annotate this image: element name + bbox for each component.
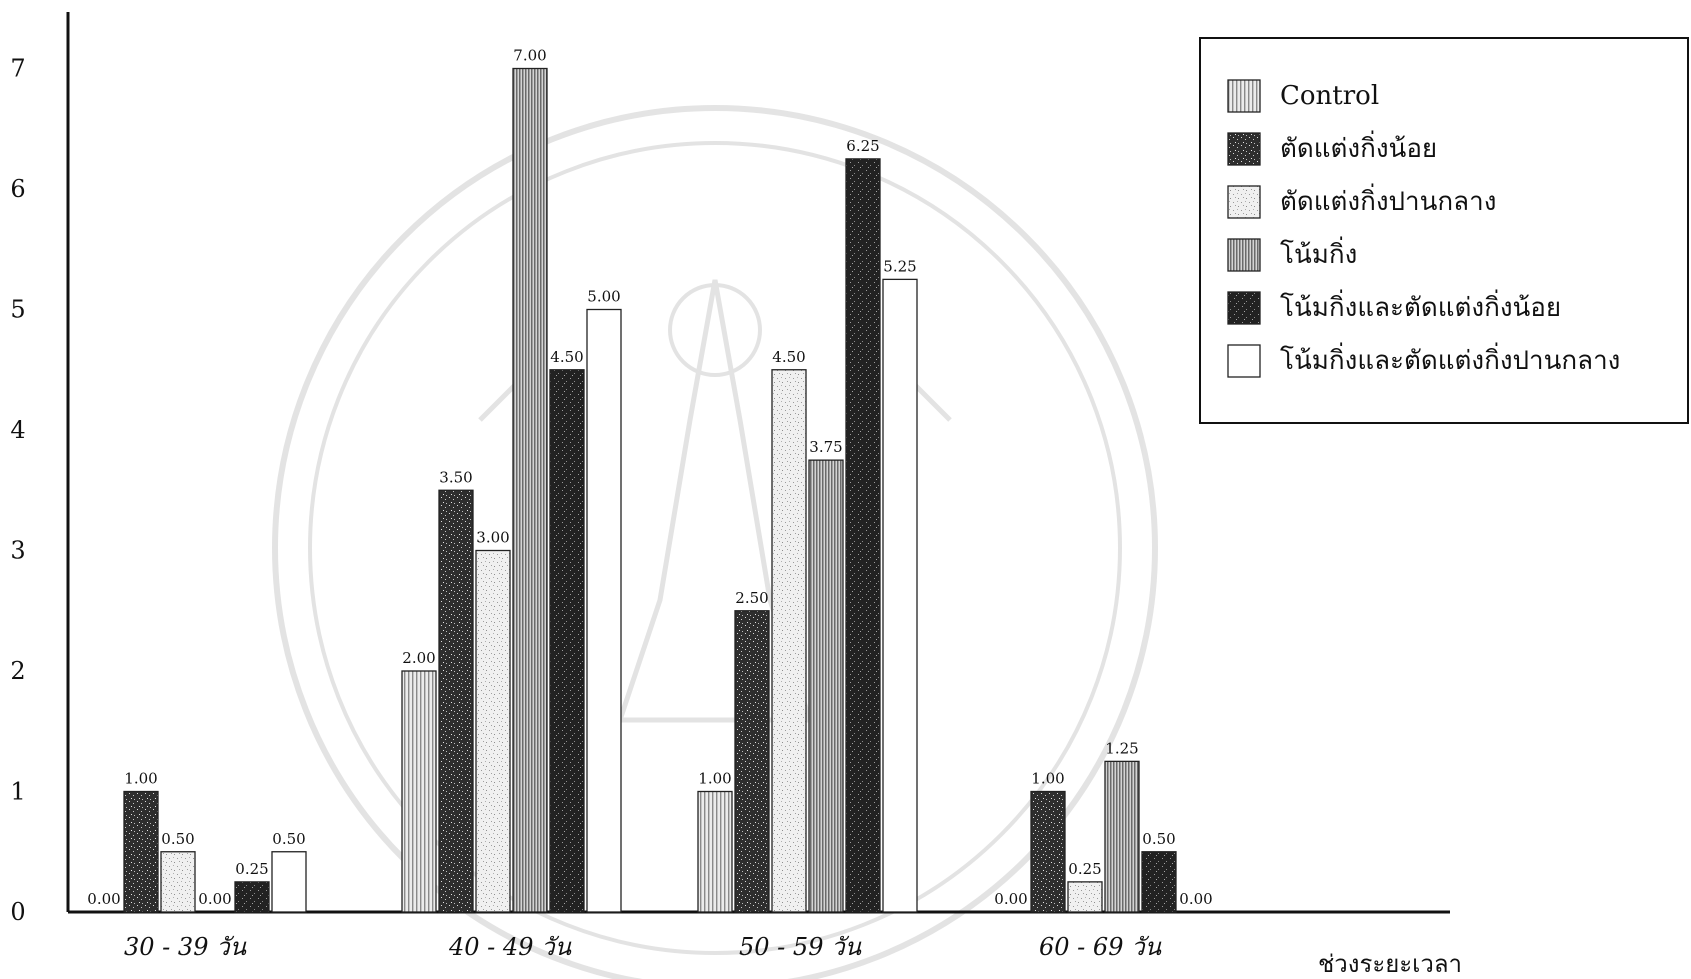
bar	[845, 158, 881, 913]
legend-box	[1199, 37, 1689, 424]
y-tick-label: 3	[10, 537, 25, 565]
bar-value-label: 0.00	[1179, 890, 1212, 908]
legend-swatch	[1227, 291, 1261, 325]
bar-value-label: 5.00	[587, 288, 620, 306]
legend-swatch	[1227, 185, 1261, 219]
bar-value-label: 2.00	[402, 649, 435, 667]
bar-value-label: 5.25	[883, 257, 916, 275]
legend-swatch	[1227, 238, 1261, 272]
bar-value-label: 0.25	[235, 860, 268, 878]
bar-value-label: 3.50	[439, 468, 472, 486]
bar-value-label: 0.50	[272, 830, 305, 848]
bar	[882, 278, 918, 913]
category-label: 40 - 49 วัน	[448, 933, 572, 961]
bar-value-label: 0.50	[161, 830, 194, 848]
y-tick-label: 4	[10, 416, 25, 444]
bar-value-label: 1.00	[698, 770, 731, 788]
legend-label: โน้มกิ่งและตัดแต่งกิ่งน้อย	[1280, 289, 1561, 323]
y-tick-label: 5	[10, 296, 25, 324]
legend-label: โน้มกิ่ง	[1280, 236, 1357, 270]
bar	[1141, 851, 1177, 913]
bar	[512, 67, 548, 913]
bar-value-label: 3.75	[809, 438, 842, 456]
bar	[771, 369, 807, 913]
legend-label: ตัดแต่งกิ่งปานกลาง	[1280, 183, 1496, 217]
bar-value-label: 0.00	[198, 890, 231, 908]
bar-value-label: 2.50	[735, 589, 768, 607]
y-tick-label: 7	[10, 55, 25, 83]
bar	[734, 610, 770, 913]
legend-label: Control	[1280, 81, 1379, 111]
bar	[123, 790, 159, 913]
y-tick-label: 1	[10, 778, 25, 806]
bar-value-label: 0.00	[994, 890, 1027, 908]
bar	[234, 881, 270, 913]
bar	[1067, 881, 1103, 913]
legend: Control ตัดแต่งกิ่งน้อยตัดแต่งกิ่งปานกลาง…	[1199, 37, 1689, 424]
legend-swatch	[1227, 79, 1261, 113]
category-label: 60 - 69 วัน	[1039, 933, 1162, 961]
legend-label: โน้มกิ่งและตัดแต่งกิ่งปานกลาง	[1280, 342, 1620, 376]
legend-swatch	[1227, 344, 1261, 378]
bar-value-label: 6.25	[846, 137, 879, 155]
y-tick-label: 0	[10, 898, 25, 926]
bar	[160, 851, 196, 913]
bar	[438, 489, 474, 913]
bar	[808, 459, 844, 913]
y-tick-label: 2	[10, 657, 25, 685]
legend-label: ตัดแต่งกิ่งน้อย	[1280, 130, 1437, 164]
bar-value-label: 1.00	[124, 770, 157, 788]
bar	[586, 308, 622, 913]
bar	[271, 851, 307, 913]
y-tick-label: 6	[10, 175, 25, 203]
bar	[475, 549, 511, 913]
bar-value-label: 0.00	[87, 890, 120, 908]
x-axis-label: ช่วงระยะเวลา	[1318, 950, 1462, 978]
bar-value-label: 7.00	[513, 47, 546, 65]
bar-value-label: 0.25	[1068, 860, 1101, 878]
legend-swatch	[1227, 132, 1261, 166]
bar	[401, 670, 437, 913]
bar-value-label: 4.50	[772, 348, 805, 366]
y-axis-ticks: 0 1 2 3 4 5 6 7	[10, 55, 25, 927]
bar-value-label: 0.50	[1142, 830, 1175, 848]
bar-value-label: 1.00	[1031, 770, 1064, 788]
bar	[549, 369, 585, 913]
bar	[1030, 790, 1066, 913]
value-labels: 0.00 2.00 1.00 0.00 1.00 3.50 2.50 1.00 0.50 3.00…	[87, 47, 1212, 909]
bar	[697, 790, 733, 913]
bar	[1104, 760, 1140, 913]
bars	[123, 67, 1177, 913]
category-labels: 30 - 39 วัน 40 - 49 วัน 50 - 59 วัน 60 - 69…	[124, 933, 1162, 961]
bar-value-label: 3.00	[476, 529, 509, 547]
bar-value-label: 4.50	[550, 348, 583, 366]
bar-value-label: 1.25	[1105, 739, 1138, 757]
category-label: 30 - 39 วัน	[124, 933, 247, 961]
category-label: 50 - 59 วัน	[739, 933, 862, 961]
